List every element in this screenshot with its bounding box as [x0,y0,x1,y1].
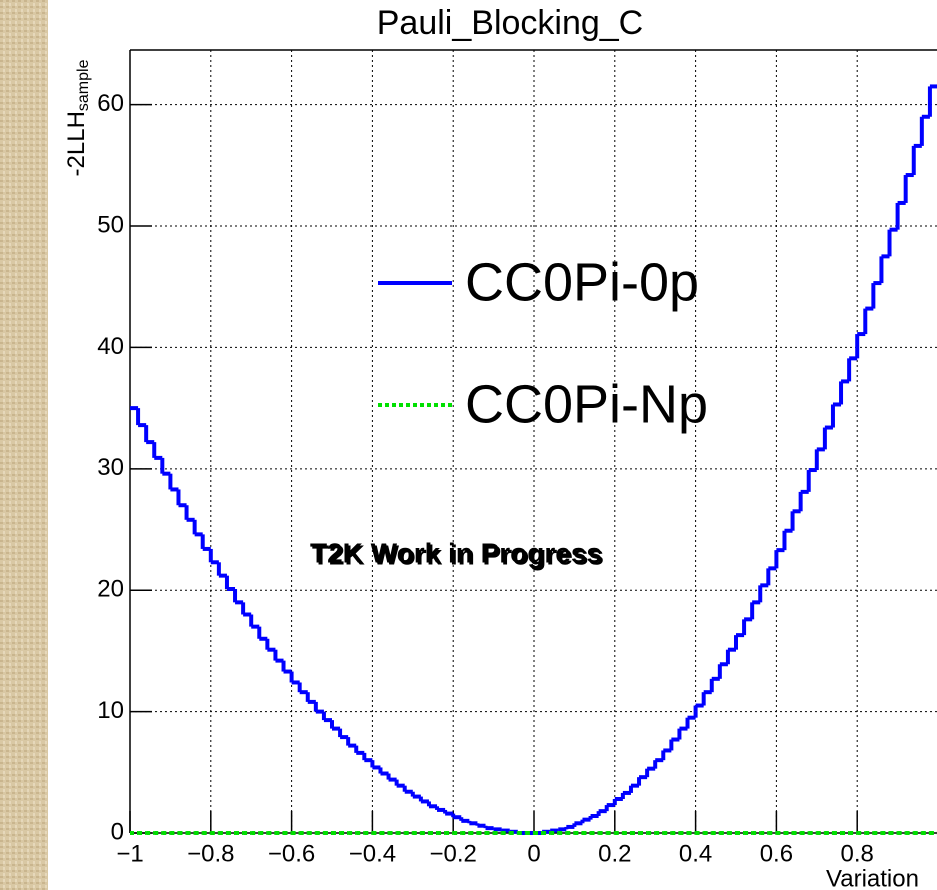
y-label-main: -2LLH [63,111,90,176]
x-tick-label: −0.8 [187,840,234,867]
x-tick-label: 0.8 [841,840,874,867]
x-tick-label: −0.2 [430,840,477,867]
x-axis-label: Variation [826,865,919,890]
x-tick-label: 0 [527,840,540,867]
y-label-sub: sample [75,59,92,111]
y-axis-label: -2LLHsample [63,59,92,176]
legend-label: CC0Pi-Np [465,374,708,434]
y-tick-label: 20 [97,576,124,603]
x-tick-label: −0.4 [349,840,396,867]
x-tick-label: 0.2 [598,840,631,867]
y-tick-label: 60 [97,90,124,117]
x-tick-label: 0.6 [760,840,793,867]
series-group [130,84,937,835]
background-strip [0,0,48,890]
y-tick-label: 30 [97,454,124,481]
x-tick-label: 0.4 [679,840,712,867]
canvas [48,0,937,890]
annotation: T2K Work in Progress [310,537,602,568]
legend-label: CC0Pi-0p [465,252,699,312]
y-tick-label: 40 [97,333,124,360]
plot-area: 0 10 20 30 40 50 60 −1 −0.8 −0.6 −0.4 −0.2 0 0.2 0.4 0.… [97,49,937,867]
annotation-shadow: T2K Work in Progress [312,539,604,570]
y-tick-label: 10 [97,697,124,724]
y-tick-label: 50 [97,211,124,238]
x-tick-label: −1 [116,840,143,867]
chart-title: Pauli_Blocking_C [377,4,644,42]
x-tick-label: −0.6 [268,840,315,867]
y-tick-label: 0 [111,818,124,845]
